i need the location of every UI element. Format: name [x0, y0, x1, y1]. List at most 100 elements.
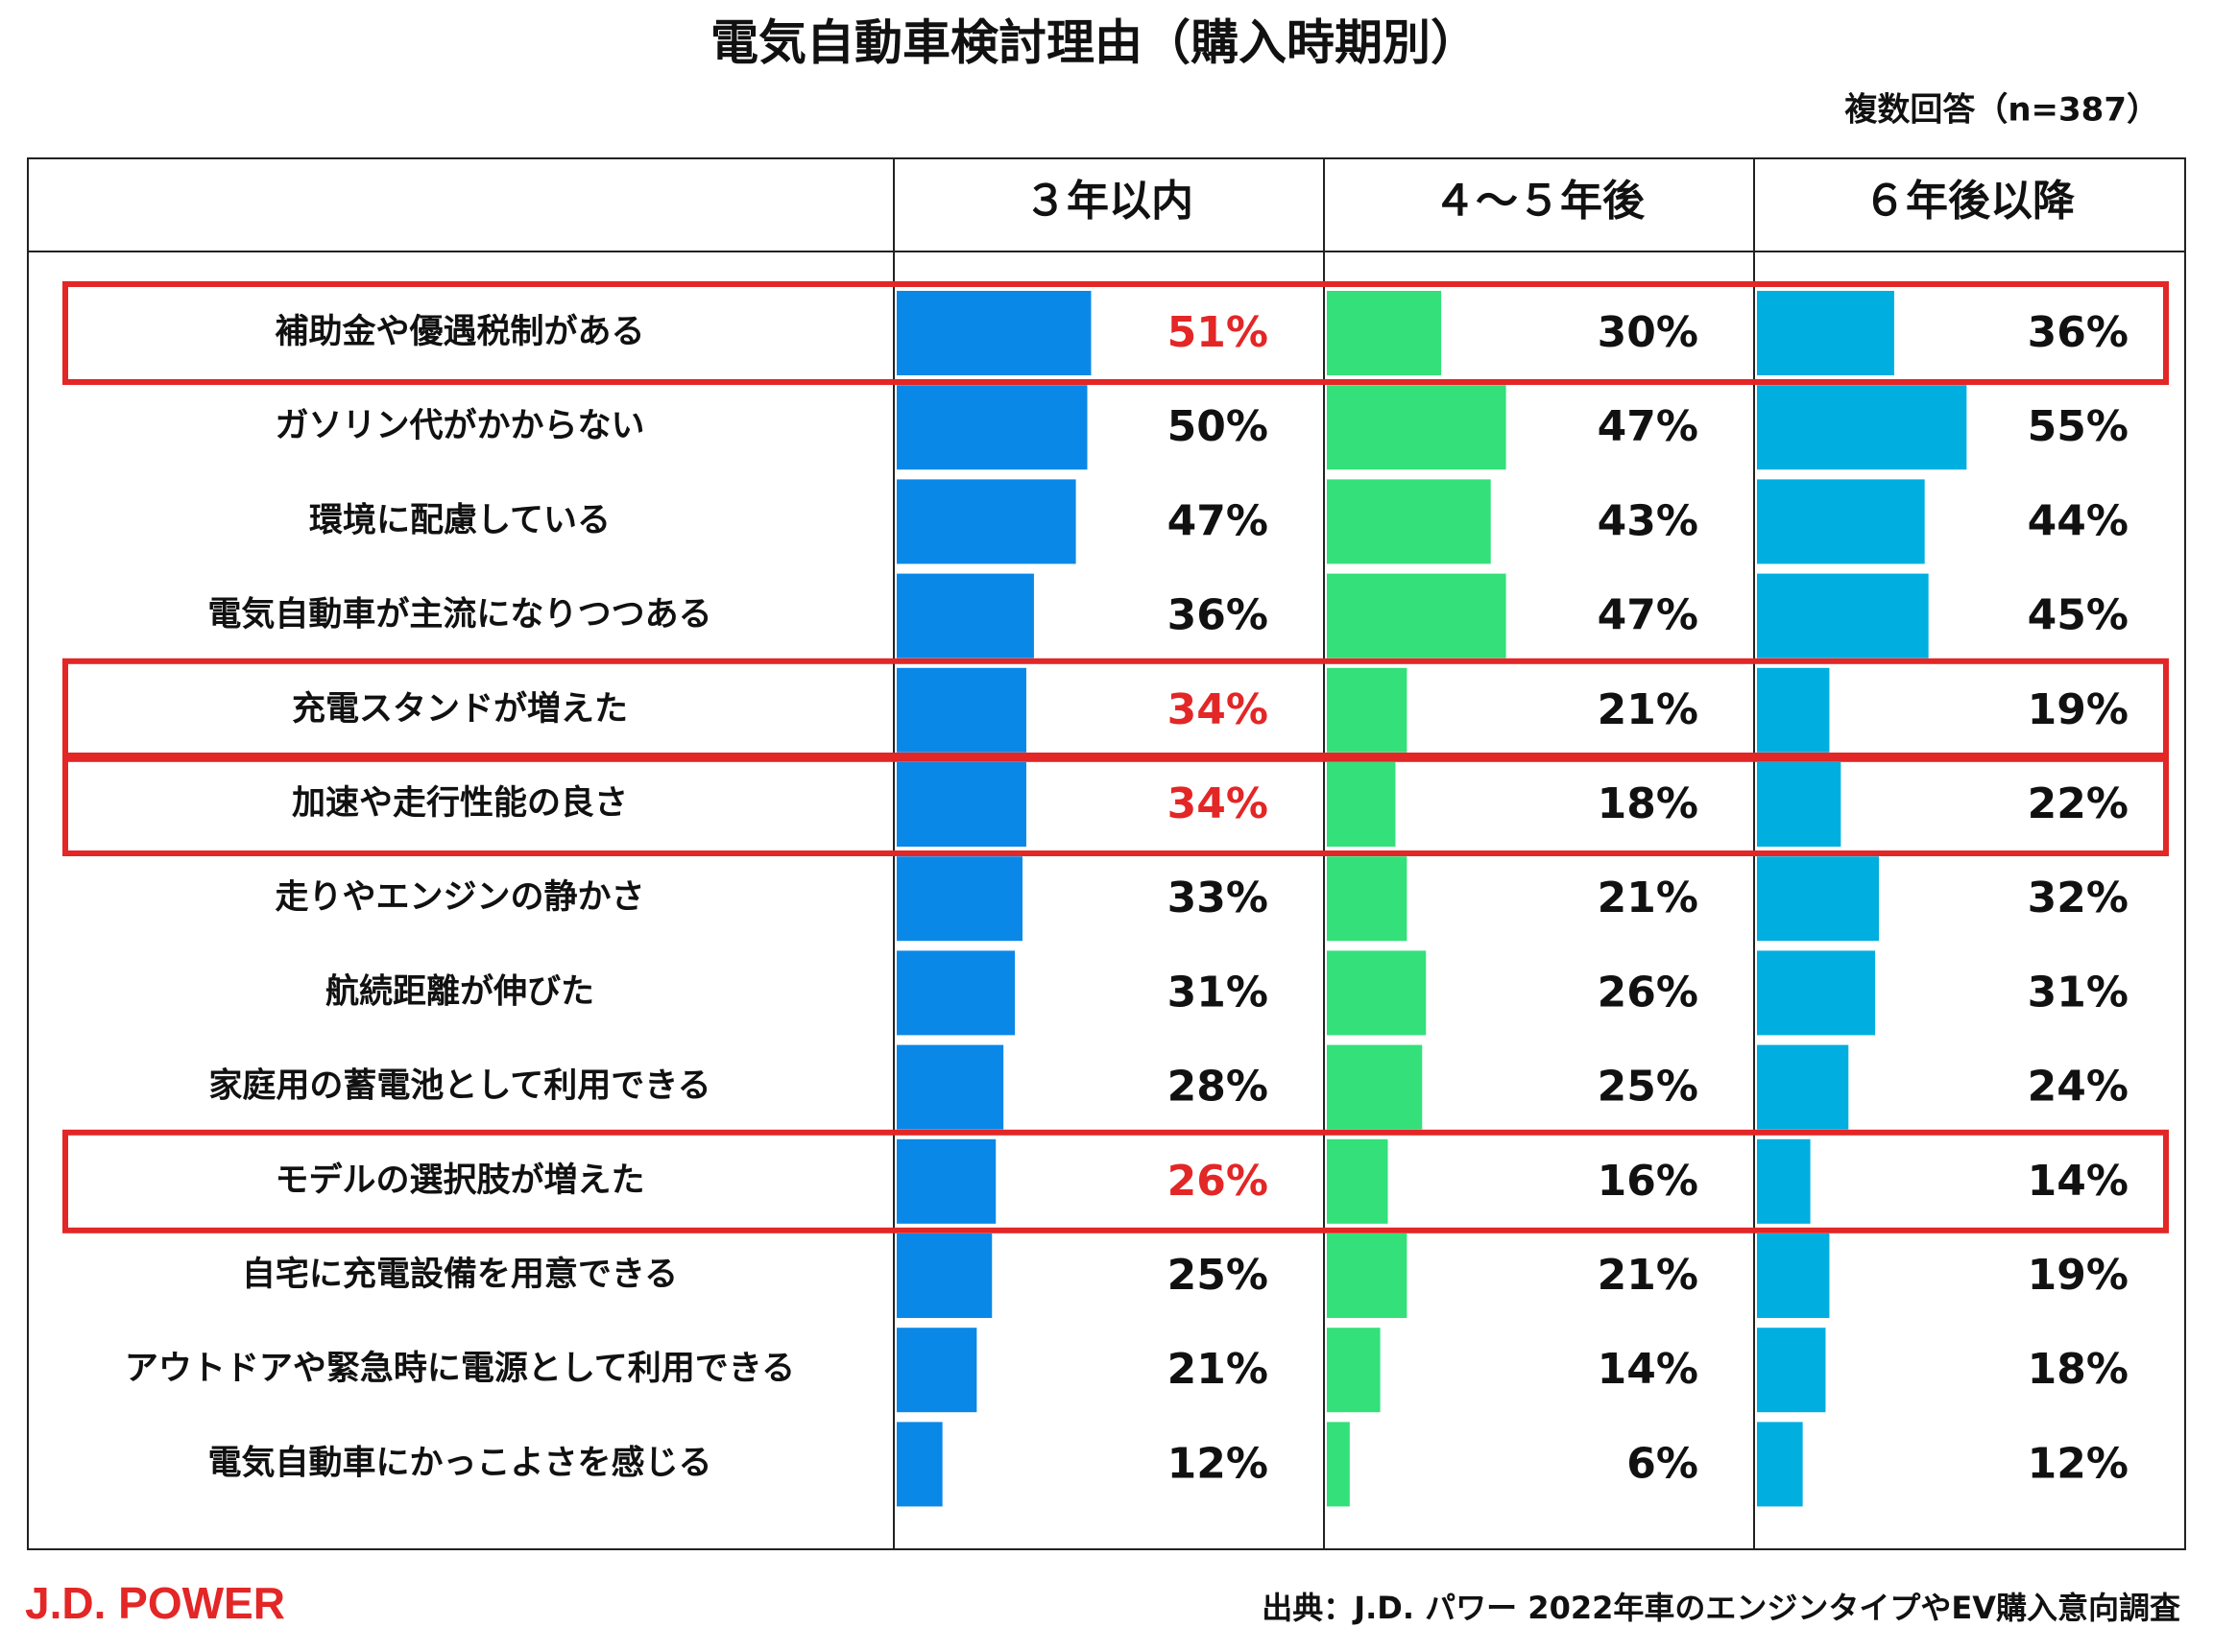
value-label: 24%	[2028, 1063, 2129, 1112]
value-label: 34%	[1167, 779, 1268, 828]
value-label: 14%	[2028, 1157, 2129, 1206]
value-label: 44%	[2028, 496, 2129, 545]
category-label: 家庭用の蓄電池として利用できる	[208, 1066, 710, 1106]
value-label: 19%	[2028, 685, 2129, 734]
value-label: 21%	[1598, 685, 1698, 734]
category-label: モデルの選択肢が増えた	[275, 1161, 644, 1200]
bar	[1757, 1044, 1849, 1130]
value-label: 22%	[2028, 779, 2129, 828]
bar	[1757, 291, 1894, 375]
value-label: 32%	[2028, 874, 2129, 922]
bar	[1757, 950, 1876, 1036]
category-label: 電気自動車にかっこよさを感じる	[207, 1444, 711, 1482]
bar	[897, 1233, 993, 1318]
value-label: 31%	[2028, 968, 2129, 1017]
bar	[1757, 573, 1929, 658]
value-label: 36%	[1167, 591, 1268, 640]
highlight-box	[62, 281, 2169, 385]
bar	[1327, 762, 1396, 847]
value-label: 21%	[1598, 1251, 1698, 1300]
bar	[1327, 573, 1506, 658]
value-label: 36%	[2028, 308, 2129, 357]
bar	[1327, 667, 1407, 753]
value-label: 55%	[2028, 402, 2129, 451]
value-label: 6%	[1626, 1439, 1698, 1488]
category-label: 電気自動車が主流になりつつある	[207, 596, 711, 634]
category-label: 環境に配慮している	[309, 501, 611, 539]
value-label: 14%	[1598, 1345, 1698, 1394]
bar	[1757, 762, 1841, 847]
value-label: 47%	[1598, 591, 1698, 640]
category-label: ガソリン代がかからない	[275, 407, 644, 445]
value-label: 16%	[1598, 1157, 1698, 1206]
value-label: 21%	[1167, 1345, 1268, 1394]
bar	[1757, 385, 1967, 470]
bar	[897, 1422, 943, 1507]
value-label: 18%	[1598, 779, 1698, 828]
category-label: 加速や走行性能の良さ	[292, 784, 628, 823]
category-label: 充電スタンドが増えた	[292, 690, 628, 729]
category-label: 補助金や優遇税制がある	[275, 312, 644, 351]
value-label: 43%	[1598, 496, 1698, 545]
bar	[897, 385, 1088, 470]
source: 出典：J.D. パワー 2022年車のエンジンタイプやEV購入意向調査	[1262, 1590, 2180, 1626]
value-label: 50%	[1167, 402, 1268, 451]
subtitle: 複数回答（n=387）	[1844, 91, 2159, 130]
value-label: 18%	[2028, 1345, 2129, 1394]
chart-title: 電気自動車検討理由（購入時期別）	[710, 15, 1479, 71]
category-label: 航続距離が伸びた	[325, 971, 594, 1011]
column-header: ６年後以降	[1864, 177, 2075, 226]
category-label: アウトドアや緊急時に電源として利用できる	[125, 1350, 795, 1388]
value-label: 21%	[1598, 874, 1698, 922]
bar	[897, 762, 1026, 847]
bar	[1327, 1138, 1388, 1224]
value-label: 26%	[1598, 968, 1698, 1017]
bar	[1327, 291, 1442, 375]
bar	[1327, 1328, 1381, 1413]
column-header: ４～５年後	[1433, 177, 1646, 226]
bar	[897, 1138, 997, 1224]
category-label: 走りやエンジンの静かさ	[275, 878, 644, 917]
table-border	[27, 157, 2186, 1550]
brand: J.D. POWER	[25, 1578, 285, 1628]
bar	[1327, 856, 1407, 942]
value-label: 26%	[1167, 1157, 1268, 1206]
value-label: 12%	[1167, 1439, 1268, 1488]
bar	[897, 1328, 977, 1413]
value-label: 47%	[1167, 496, 1268, 545]
bar	[1757, 1422, 1803, 1507]
value-label: 19%	[2028, 1251, 2129, 1300]
bar	[1757, 479, 1925, 564]
value-label: 45%	[2028, 591, 2129, 640]
category-label: 自宅に充電設備を用意できる	[242, 1255, 678, 1294]
value-label: 33%	[1167, 874, 1268, 922]
value-label: 31%	[1167, 968, 1268, 1017]
bar	[1757, 856, 1880, 942]
bar	[897, 667, 1026, 753]
value-label: 51%	[1167, 308, 1268, 357]
value-label: 12%	[2028, 1439, 2129, 1488]
bar	[897, 573, 1034, 658]
highlight-box	[62, 658, 2169, 762]
bar	[897, 291, 1092, 375]
bar	[1327, 1044, 1423, 1130]
value-label: 25%	[1598, 1063, 1698, 1112]
highlight-box	[62, 1129, 2169, 1233]
value-label: 47%	[1598, 402, 1698, 451]
bar	[1757, 667, 1830, 753]
bar	[1327, 1233, 1407, 1318]
bar	[1327, 1422, 1350, 1507]
bar	[1327, 479, 1491, 564]
bar	[1757, 1328, 1826, 1413]
value-label: 34%	[1167, 685, 1268, 734]
value-label: 28%	[1167, 1063, 1268, 1112]
bar	[897, 950, 1016, 1036]
bar	[897, 479, 1076, 564]
value-label: 30%	[1598, 308, 1698, 357]
bar	[897, 1044, 1004, 1130]
bar	[1327, 950, 1427, 1036]
value-label: 25%	[1167, 1251, 1268, 1300]
column-header: ３年以内	[1024, 177, 1193, 226]
bar	[1757, 1233, 1830, 1318]
